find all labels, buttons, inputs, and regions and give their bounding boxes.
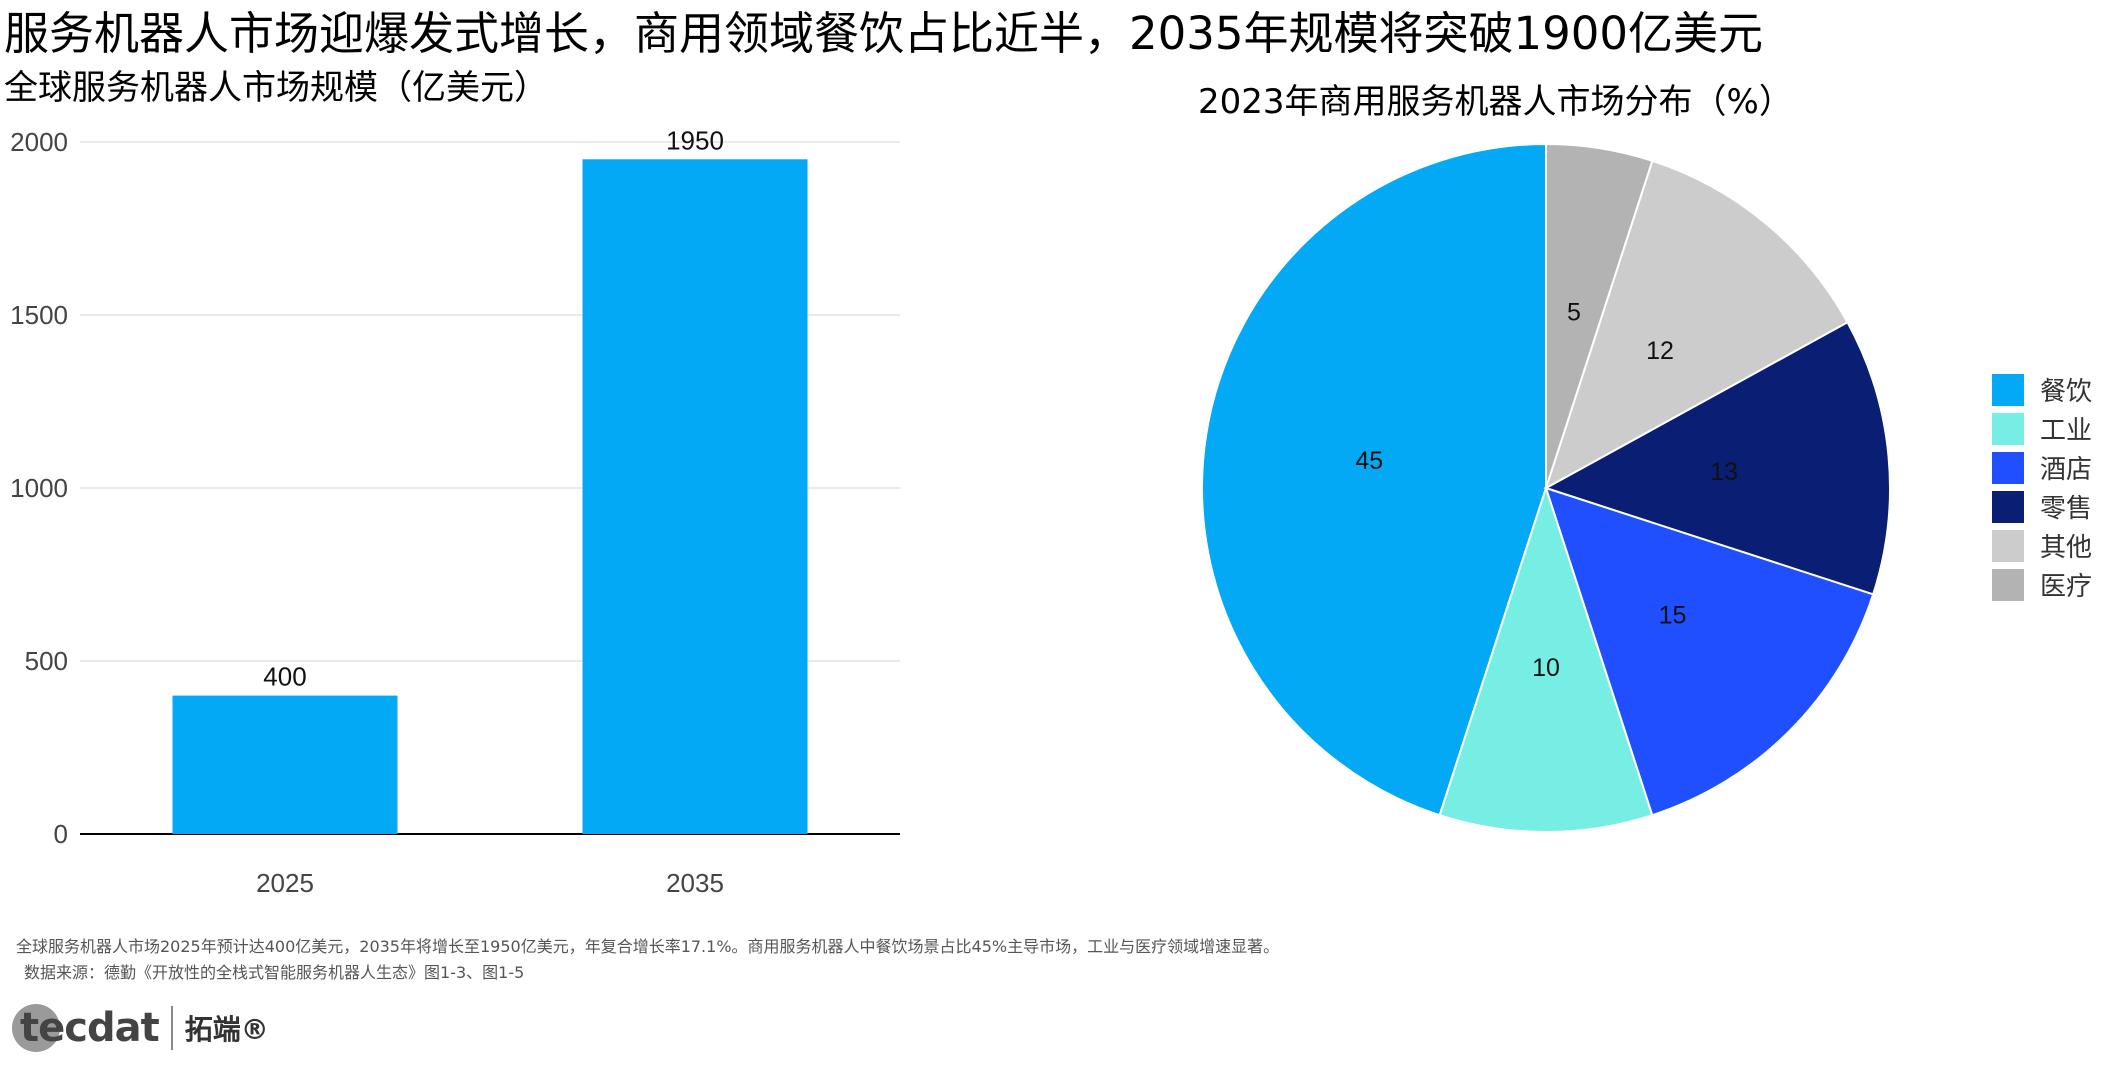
logo-circle-icon [12,1004,60,1052]
legend-label: 酒店 [2040,455,2092,485]
bar-data-label: 400 [263,662,306,692]
bar-ytick-label: 1000 [10,473,68,503]
pie-slice-零售 [1543,320,1891,596]
legend-swatch-工业 [1992,413,2024,445]
page-headline: 服务机器人市场迎爆发式增长，商用领域餐饮占比近半，2035年规模将突破1900亿… [4,7,1764,60]
pie-slice-医疗 [1545,142,1654,489]
legend-swatch-餐饮 [1992,374,2024,406]
bar-xtick-label: 2025 [256,868,314,898]
legend-swatch-其他 [1992,530,2024,562]
legend-swatch-酒店 [1992,452,2024,484]
bar-chart-title: 全球服务机器人市场规模（亿美元） [4,68,548,108]
legend-swatch-零售 [1992,491,2024,523]
pie-slice-餐饮 [1201,142,1547,817]
charts-canvas: 0 500 1000 1500 2000 400 2025 1950 2035 45 10 15 13 1… [10,125,2092,898]
pie-data-label: 15 [1659,601,1687,629]
pie-data-label: 45 [1355,447,1383,475]
bar-xtick-label: 2035 [666,868,724,898]
legend-label: 其他 [2040,533,2092,563]
logo-chinese: 拓端® [184,1013,269,1046]
pie-slice-酒店 [1544,486,1875,817]
pie-chart-title: 2023年商用服务机器人市场分布（%） [1198,82,1793,122]
pie-data-label: 5 [1567,298,1581,326]
data-source: 数据来源：德勤《开放性的全栈式智能服务机器人生态》图1-3、图1-5 [24,963,525,982]
pie-data-label: 10 [1532,654,1560,682]
legend-label: 餐饮 [2040,377,2092,407]
pie-slice-其他 [1544,159,1849,491]
bar-ytick-label: 0 [54,819,68,849]
pie-data-label: 12 [1646,337,1674,365]
pie-data-label: 13 [1710,458,1738,486]
bar-2025 [172,695,398,834]
bar-ytick-label: 500 [25,646,68,676]
legend-label: 医疗 [2040,572,2092,602]
bar-2035 [582,159,808,835]
chart-caption: 全球服务机器人市场2025年预计达400亿美元，2035年将增长至1950亿美元… [16,937,1280,956]
logo-divider [170,1006,173,1050]
legend-label: 零售 [2040,494,2092,524]
tecdat-logo: tecdat 拓端® [12,996,269,1060]
legend-swatch-医疗 [1992,569,2024,601]
legend-label: 工业 [2040,416,2092,446]
bar-ytick-label: 1500 [10,300,68,330]
logo-wordmark: tecdat [20,1005,160,1051]
bar-ytick-label: 2000 [10,127,68,157]
bar-data-label: 1950 [666,125,724,155]
pie-slice-工业 [1438,484,1654,833]
